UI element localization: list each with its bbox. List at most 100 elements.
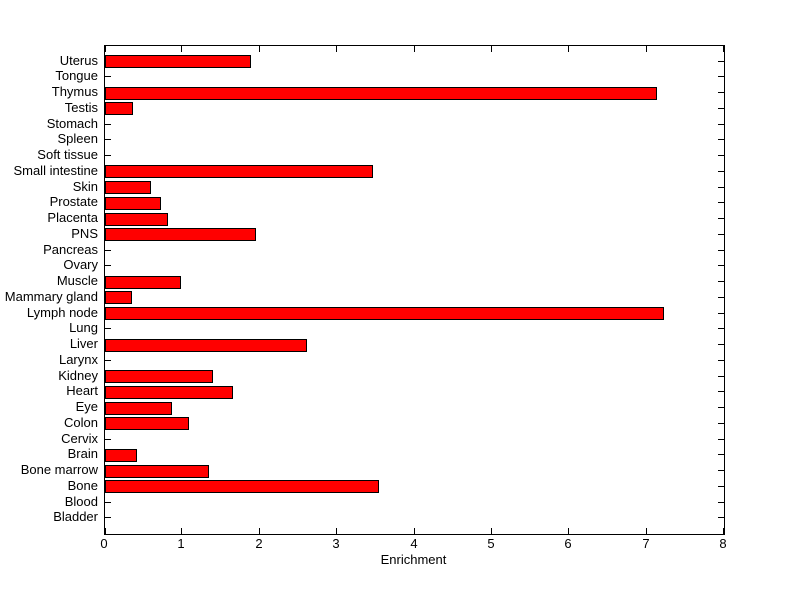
y-tick-mark (718, 328, 724, 330)
x-tick-mark (105, 528, 106, 534)
x-tick-label: 7 (642, 536, 650, 551)
enrichment-bar (105, 196, 161, 210)
y-tick-label: Liver (69, 336, 98, 352)
y-tick-mark (718, 344, 724, 346)
x-tick-mark (181, 46, 182, 52)
y-tick-mark (718, 485, 724, 487)
x-tick-mark (259, 528, 260, 534)
y-tick-mark (718, 438, 724, 440)
x-tick-label: 1 (177, 536, 185, 551)
y-tick-mark (105, 76, 111, 78)
x-tick-label: 2 (255, 536, 263, 551)
y-tick-mark (718, 139, 724, 141)
y-tick-mark (718, 202, 724, 204)
y-tick-mark (718, 407, 724, 409)
y-tick-label: Cervix (61, 430, 98, 446)
enrichment-bar (105, 417, 189, 431)
y-tick-label: Kidney (58, 367, 98, 383)
enrichment-bar (105, 181, 151, 195)
y-tick-label: Muscle (56, 273, 98, 289)
x-tick-mark (491, 528, 492, 534)
y-tick-label: Lung (69, 320, 98, 336)
x-tick-label: 8 (719, 536, 727, 551)
enrichment-bar (105, 385, 233, 399)
x-tick-mark (414, 528, 415, 534)
x-tick-label: 0 (100, 536, 108, 551)
y-tick-mark (718, 170, 724, 172)
y-tick-label: Bone (67, 477, 98, 493)
y-tick-mark (105, 328, 111, 330)
y-tick-label: Small intestine (13, 162, 98, 178)
x-tick-mark (259, 46, 260, 52)
x-tick-mark (568, 46, 569, 52)
x-tick-mark (336, 528, 337, 534)
x-tick-mark (414, 46, 415, 52)
y-tick-mark (718, 155, 724, 157)
y-tick-mark (718, 312, 724, 314)
y-tick-mark (718, 92, 724, 94)
y-tick-mark (718, 76, 724, 78)
y-tick-mark (105, 139, 111, 141)
y-tick-mark (105, 359, 111, 361)
x-tick-mark (181, 528, 182, 534)
enrichment-bar (105, 86, 657, 100)
y-tick-label: Placenta (47, 210, 98, 226)
enrichment-bar (105, 448, 137, 462)
y-tick-label: Uterus (59, 52, 98, 68)
x-tick-label: 3 (332, 536, 340, 551)
enrichment-bar (105, 307, 664, 321)
y-tick-label: Bone marrow (20, 462, 98, 478)
y-tick-mark (718, 186, 724, 188)
y-tick-label: Ovary (63, 257, 98, 273)
y-tick-mark (718, 501, 724, 503)
y-tick-mark (105, 517, 111, 519)
y-tick-mark (718, 233, 724, 235)
y-tick-label: Larynx (58, 351, 98, 367)
y-tick-mark (105, 155, 111, 157)
y-tick-mark (718, 265, 724, 267)
y-tick-mark (718, 422, 724, 424)
y-tick-mark (105, 249, 111, 251)
y-tick-mark (718, 107, 724, 109)
y-tick-mark (105, 123, 111, 125)
x-tick-mark (646, 46, 647, 52)
y-tick-mark (718, 517, 724, 519)
y-tick-label: Heart (66, 383, 98, 399)
y-tick-label: Prostate (49, 194, 98, 210)
x-tick-label: 4 (410, 536, 418, 551)
y-tick-label: Lymph node (26, 304, 98, 320)
y-tick-label: Stomach (46, 115, 98, 131)
y-tick-mark (718, 359, 724, 361)
enrichment-bar (105, 212, 168, 226)
y-tick-label: Bladder (53, 509, 98, 525)
y-tick-mark (718, 249, 724, 251)
plot-area (104, 45, 725, 535)
x-tick-mark (646, 528, 647, 534)
y-tick-label: Skin (72, 178, 98, 194)
enrichment-bar (105, 165, 373, 179)
x-tick-mark (336, 46, 337, 52)
enrichment-bar (105, 401, 172, 415)
y-tick-label: Eye (75, 399, 98, 415)
y-tick-mark (105, 438, 111, 440)
y-tick-label: Brain (67, 446, 98, 462)
x-tick-mark (723, 46, 724, 52)
enrichment-bar (105, 464, 209, 478)
x-tick-mark (491, 46, 492, 52)
y-tick-mark (718, 375, 724, 377)
enrichment-bar (105, 275, 181, 289)
x-tick-mark (105, 46, 106, 52)
y-tick-label: Blood (64, 493, 98, 509)
y-tick-label: Tongue (55, 68, 98, 84)
y-tick-mark (718, 60, 724, 62)
y-tick-label: Colon (64, 414, 98, 430)
x-tick-mark (568, 528, 569, 534)
enrichment-bar (105, 228, 256, 242)
y-tick-mark (718, 281, 724, 283)
enrichment-bar (105, 55, 251, 69)
y-tick-label: Pancreas (43, 241, 98, 257)
enrichment-bar (105, 370, 213, 384)
x-tick-label: 5 (487, 536, 495, 551)
x-tick-mark (723, 528, 724, 534)
